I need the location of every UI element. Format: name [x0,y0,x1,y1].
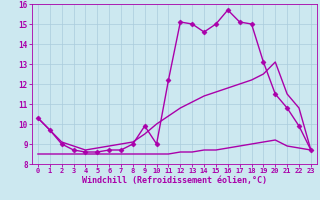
X-axis label: Windchill (Refroidissement éolien,°C): Windchill (Refroidissement éolien,°C) [82,176,267,185]
